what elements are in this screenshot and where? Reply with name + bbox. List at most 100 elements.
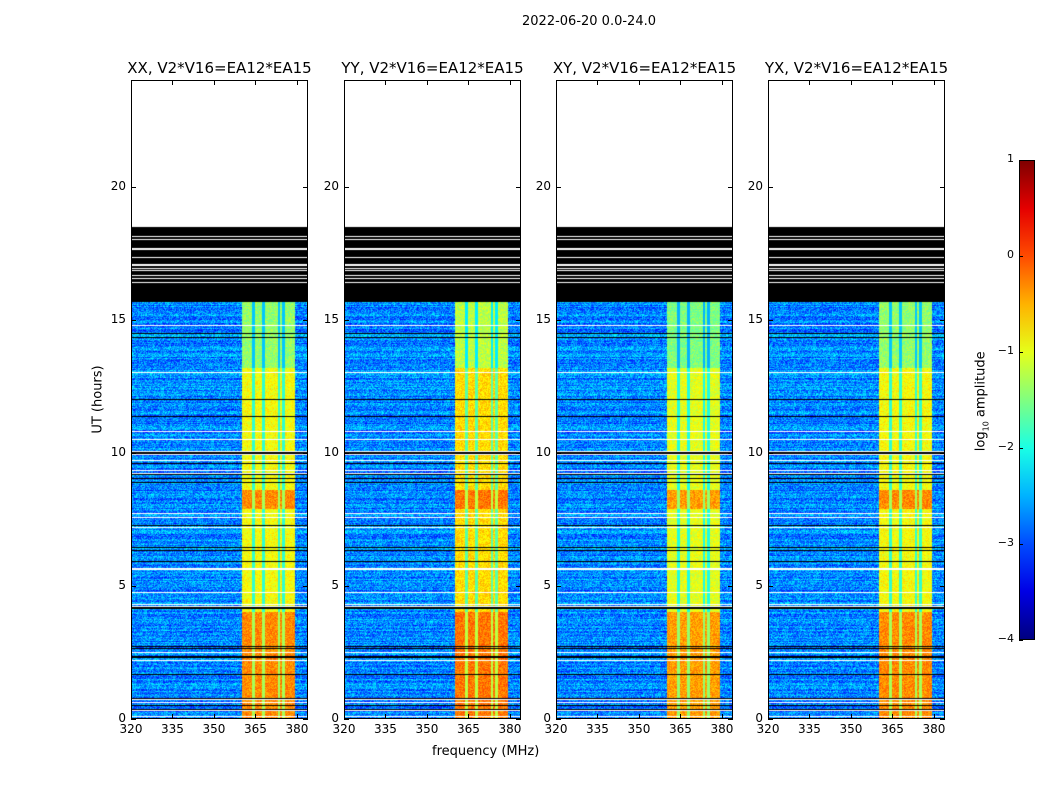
x-tick-label: 350 <box>202 722 226 736</box>
y-tick-label: 15 <box>110 311 126 326</box>
y-tick <box>516 585 521 587</box>
x-tick-label: 335 <box>374 722 397 736</box>
x-tick <box>344 714 345 719</box>
x-tick-label: 320 <box>544 722 568 736</box>
y-tick-label: 15 <box>747 311 763 326</box>
x-tick-label: 365 <box>457 722 480 736</box>
x-tick <box>768 80 769 85</box>
x-tick <box>892 80 894 85</box>
colorbar-tick <box>1019 544 1023 545</box>
y-tick-label: 5 <box>118 577 126 592</box>
y-tick-label: 10 <box>535 444 551 459</box>
x-tick-label: 365 <box>244 722 267 736</box>
x-tick-label: 380 <box>922 722 946 736</box>
y-tick <box>556 319 561 321</box>
y-tick <box>516 186 521 188</box>
colorbar-tick <box>1019 640 1023 641</box>
colorbar-tick-label: −3 <box>997 536 1014 549</box>
waterfall-panel-2 <box>344 80 521 719</box>
x-tick <box>296 80 298 85</box>
y-tick <box>728 452 733 454</box>
y-tick <box>768 186 773 188</box>
colorbar-tick <box>1019 352 1023 353</box>
y-tick <box>940 452 945 454</box>
x-tick-label: 350 <box>627 722 651 736</box>
x-tick-label: 380 <box>710 722 734 736</box>
x-tick <box>721 80 723 85</box>
colorbar-tick-label: −1 <box>997 344 1014 357</box>
x-tick <box>344 80 345 85</box>
y-tick-label: 20 <box>535 178 551 193</box>
x-tick-label: 320 <box>119 722 143 736</box>
panel-title: YY, V2*V16=EA12*EA15 <box>341 59 524 77</box>
x-tick <box>385 80 387 85</box>
y-tick <box>728 186 733 188</box>
x-tick <box>556 80 557 85</box>
y-tick <box>516 319 521 321</box>
y-tick <box>768 719 773 720</box>
x-tick <box>468 714 470 719</box>
y-tick-label: 0 <box>118 711 126 725</box>
panel-title: XX, V2*V16=EA12*EA15 <box>127 59 312 77</box>
x-tick <box>638 714 640 719</box>
x-tick <box>509 80 511 85</box>
x-tick-label: 335 <box>798 722 821 736</box>
y-tick <box>940 719 945 720</box>
y-tick <box>303 319 308 321</box>
figure-title: 2022-06-20 0.0-24.0 <box>522 14 656 29</box>
x-tick <box>213 714 215 719</box>
x-tick <box>556 714 557 719</box>
waterfall-image <box>769 81 944 718</box>
y-tick <box>303 186 308 188</box>
y-tick <box>344 319 349 321</box>
x-tick-label: 365 <box>669 722 692 736</box>
colorbar-tick-label: 1 <box>1007 152 1014 165</box>
y-tick <box>131 585 136 587</box>
x-tick-label: 365 <box>881 722 904 736</box>
waterfall-image <box>345 81 520 718</box>
colorbar <box>1019 160 1035 640</box>
y-tick-label: 5 <box>331 577 339 592</box>
y-tick-label: 0 <box>331 711 339 725</box>
y-axis-label: UT (hours) <box>90 365 106 434</box>
x-tick <box>892 714 894 719</box>
panel-title: YX, V2*V16=EA12*EA15 <box>764 59 949 77</box>
y-tick <box>344 719 349 720</box>
y-tick-label: 10 <box>110 444 126 459</box>
x-tick <box>385 714 387 719</box>
y-tick <box>344 585 349 587</box>
colorbar-tick <box>1019 448 1023 449</box>
x-tick <box>680 80 682 85</box>
x-tick <box>213 80 215 85</box>
x-tick <box>468 80 470 85</box>
y-tick <box>768 585 773 587</box>
waterfall-image <box>132 81 307 718</box>
y-tick <box>303 585 308 587</box>
waterfall-image <box>557 81 732 718</box>
y-tick <box>728 319 733 321</box>
colorbar-label: log10 amplitude <box>973 351 991 452</box>
y-tick <box>728 719 733 720</box>
y-tick <box>516 719 521 720</box>
y-tick-label: 0 <box>543 711 551 725</box>
x-tick-label: 335 <box>161 722 184 736</box>
x-tick <box>172 80 174 85</box>
y-tick-label: 10 <box>747 444 763 459</box>
y-tick <box>556 452 561 454</box>
x-tick <box>768 714 769 719</box>
y-tick <box>131 452 136 454</box>
x-tick <box>809 714 811 719</box>
waterfall-panel-4 <box>768 80 945 719</box>
x-axis-label: frequency (MHz) <box>432 744 540 759</box>
x-tick <box>850 714 852 719</box>
x-tick <box>721 714 723 719</box>
colorbar-tick-label: 0 <box>1007 248 1014 261</box>
x-tick <box>933 714 935 719</box>
x-tick <box>809 80 811 85</box>
x-tick-label: 335 <box>586 722 609 736</box>
y-tick-label: 0 <box>755 711 763 725</box>
x-tick-label: 320 <box>332 722 356 736</box>
y-tick-label: 15 <box>535 311 551 326</box>
x-tick <box>638 80 640 85</box>
